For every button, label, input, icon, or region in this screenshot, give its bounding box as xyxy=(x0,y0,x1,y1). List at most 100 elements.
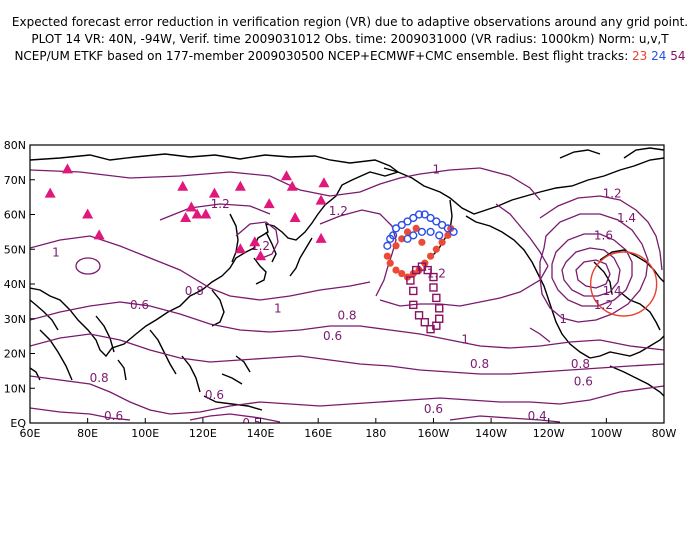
sensitivity-triangle xyxy=(177,180,189,191)
flight-tracks xyxy=(383,210,458,334)
track-23-point xyxy=(432,245,440,253)
sensitivity-triangle xyxy=(200,208,212,219)
coastlines xyxy=(30,153,400,411)
sensitivity-triangle xyxy=(249,236,261,247)
lat-tick-label: 70N xyxy=(4,174,26,187)
track-label-blue: 24 xyxy=(651,49,667,63)
sensitivity-triangle xyxy=(234,180,246,191)
track-23-point xyxy=(392,266,400,274)
contour-label: 0.8 xyxy=(185,284,204,298)
sensitivity-triangle xyxy=(208,187,220,198)
header-line-3-text: NCEP/UM ETKF based on 177-member 2009030… xyxy=(14,49,633,63)
track-label-red: 23 xyxy=(632,49,648,63)
track-54-point xyxy=(406,276,415,285)
sensitivity-triangle xyxy=(255,250,267,261)
contour-label: 1 xyxy=(433,162,441,176)
contour-label: 1.2 xyxy=(211,197,230,211)
lat-tick-label: 50N xyxy=(4,243,26,256)
track-23-point xyxy=(412,224,420,232)
contour-label: 0.6 xyxy=(323,329,342,343)
track-24-point xyxy=(409,213,418,223)
track-54-point xyxy=(432,293,441,303)
track-24-point xyxy=(449,227,458,236)
track-23-point xyxy=(438,238,446,246)
sensitivity-triangle xyxy=(289,211,301,222)
contour-label: 0.4 xyxy=(528,409,547,423)
latitude-axis: 80N 70N 60N 50N 40N 30N 20N 10N EQ xyxy=(4,139,35,430)
track-54-point xyxy=(426,324,435,334)
lon-tick-label: 120E xyxy=(189,427,217,440)
sensitivity-triangle xyxy=(280,170,292,181)
track-23-point xyxy=(403,228,412,236)
sensitivity-triangle xyxy=(286,180,298,191)
contour-label: 1.4 xyxy=(617,211,636,225)
track-24-point xyxy=(426,213,435,223)
coastlines-americas xyxy=(383,147,664,397)
track-23-point xyxy=(398,235,406,243)
track-23-point xyxy=(444,231,452,239)
contour-label: 1.2 xyxy=(603,187,622,201)
lon-tick-label: 120W xyxy=(533,427,565,440)
lat-tick-label: EQ xyxy=(10,417,26,430)
lon-tick-label: 80E xyxy=(77,427,98,440)
contour-label: 0.6 xyxy=(104,409,123,423)
track-54-point xyxy=(423,265,432,275)
lon-tick-label: 180 xyxy=(365,427,386,440)
track-23-point xyxy=(392,242,400,250)
track-23-point xyxy=(398,269,406,278)
sensitivity-triangle xyxy=(82,208,94,219)
track-24-point xyxy=(420,210,429,219)
contour-label: 1.6 xyxy=(594,228,613,242)
longitude-axis: 60E 80E 100E 120E 140E 160E 180 160W 140W 120W 100… xyxy=(20,418,677,440)
contour-label: 1 xyxy=(274,301,282,315)
track-24-point xyxy=(443,224,452,233)
lat-tick-label: 20N xyxy=(4,348,26,361)
lat-tick-label: 30N xyxy=(4,313,26,326)
track-54-point xyxy=(414,311,424,320)
contour-label: 0.8 xyxy=(470,357,489,371)
track-24-point xyxy=(435,231,444,240)
contour-label: 0.8 xyxy=(90,371,109,385)
sensitivity-triangle xyxy=(315,232,327,243)
lon-tick-label: 160W xyxy=(418,427,450,440)
track-24-point xyxy=(391,224,401,233)
header-line-1: Expected forecast error reduction in ver… xyxy=(11,15,689,29)
track-54-point xyxy=(429,283,438,292)
track-24-point xyxy=(383,241,392,250)
sensitivity-triangle xyxy=(180,211,192,222)
track-23-point xyxy=(383,252,391,260)
lat-tick-label: 60N xyxy=(4,209,26,222)
track-24-point xyxy=(409,231,418,240)
track-54-point xyxy=(435,314,444,323)
track-54-point xyxy=(435,304,444,313)
track-24-point xyxy=(397,220,406,230)
sensitivity-triangle xyxy=(61,163,73,174)
sensitivity-triangle xyxy=(315,194,327,205)
sensitivity-triangle xyxy=(93,229,105,240)
track-54-point xyxy=(420,318,430,327)
contour-label: 1.2 xyxy=(594,298,613,312)
track-24-point xyxy=(438,220,447,230)
lat-tick-label: 10N xyxy=(4,382,26,395)
sensitivity-triangle xyxy=(263,198,275,209)
contour-label: 1.4 xyxy=(603,284,622,298)
track-23-point xyxy=(386,259,394,267)
lon-tick-label: 80W xyxy=(652,427,677,440)
lon-tick-label: 140E xyxy=(247,427,275,440)
header-line-3: NCEP/UM ETKF based on 177-member 2009030… xyxy=(0,48,700,65)
sensitivity-triangle xyxy=(44,187,56,198)
track-24-point xyxy=(432,217,441,226)
contour-label: 0.8 xyxy=(337,308,356,322)
sensitivity-triangle xyxy=(185,201,197,212)
track-24-point xyxy=(403,217,412,226)
sensitivity-triangles xyxy=(44,163,330,261)
track-54-point xyxy=(409,300,418,310)
track-24-point xyxy=(426,227,435,236)
contour-label: 0.6 xyxy=(574,374,593,388)
contour-label: 0.6 xyxy=(205,388,224,402)
verification-region-circle xyxy=(589,251,658,317)
lon-tick-label: 140W xyxy=(475,427,507,440)
sensitivity-triangle xyxy=(191,208,203,219)
plot-header: Expected forecast error reduction in ver… xyxy=(0,14,700,65)
